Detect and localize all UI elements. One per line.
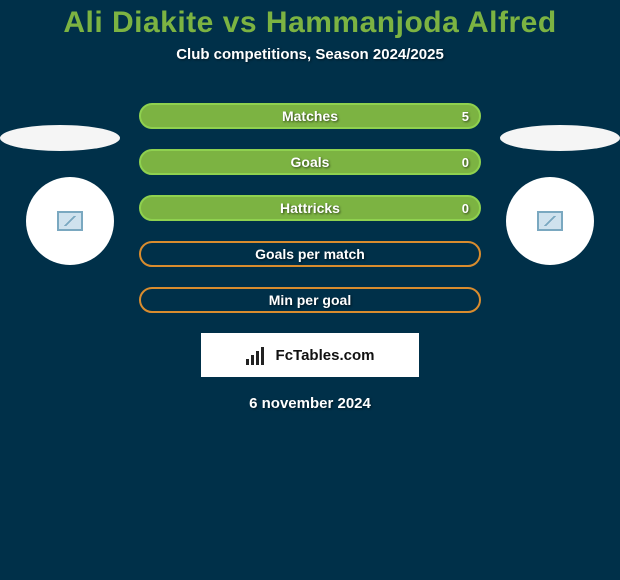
stat-row-goals-per-match: Goals per match xyxy=(139,241,481,267)
stat-value: 5 xyxy=(462,105,469,127)
player-left-club-logo xyxy=(26,177,114,265)
bar-chart-icon xyxy=(246,345,270,365)
brand-box: FcTables.com xyxy=(201,333,419,377)
image-placeholder-icon xyxy=(57,211,83,231)
stat-row-goals: Goals 0 xyxy=(139,149,481,175)
stat-value: 0 xyxy=(462,197,469,219)
stat-label: Matches xyxy=(141,105,479,127)
date-label: 6 november 2024 xyxy=(0,395,620,412)
player-right-club-logo xyxy=(506,177,594,265)
stat-label: Hattricks xyxy=(141,197,479,219)
stat-label: Goals per match xyxy=(141,243,479,265)
image-placeholder-icon xyxy=(537,211,563,231)
stat-label: Min per goal xyxy=(141,289,479,311)
player-left-ellipse-icon xyxy=(0,125,120,151)
brand-text: FcTables.com xyxy=(276,347,375,364)
page-title: Ali Diakite vs Hammanjoda Alfred xyxy=(0,0,620,40)
player-right-ellipse-icon xyxy=(500,125,620,151)
stat-value: 0 xyxy=(462,151,469,173)
page-subtitle: Club competitions, Season 2024/2025 xyxy=(0,46,620,63)
stat-row-min-per-goal: Min per goal xyxy=(139,287,481,313)
stat-row-hattricks: Hattricks 0 xyxy=(139,195,481,221)
stat-label: Goals xyxy=(141,151,479,173)
comparison-card: Ali Diakite vs Hammanjoda Alfred Club co… xyxy=(0,0,620,580)
stat-row-matches: Matches 5 xyxy=(139,103,481,129)
